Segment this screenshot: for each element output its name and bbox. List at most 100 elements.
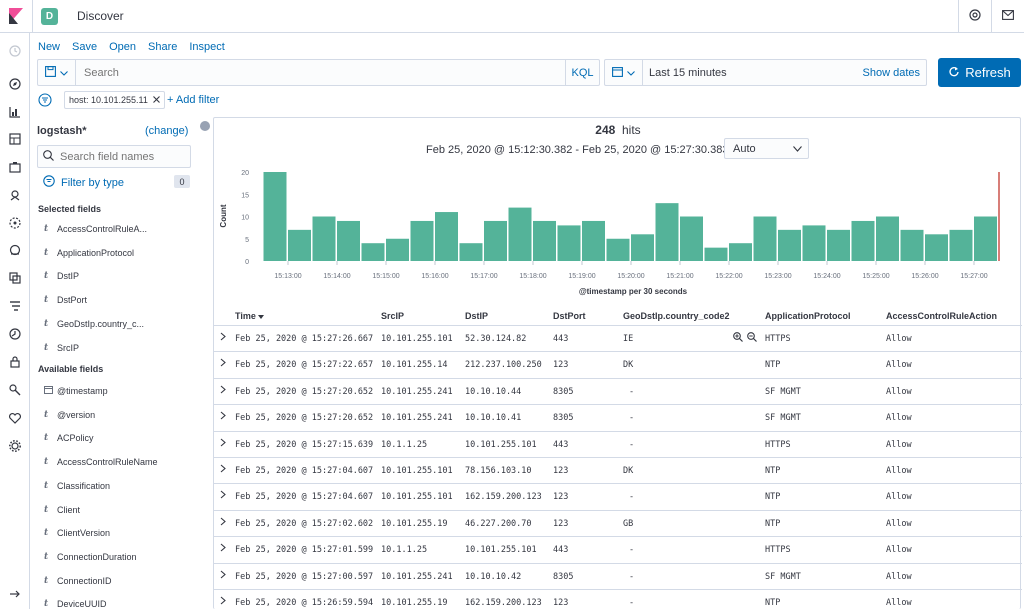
chevron-right-icon[interactable]	[220, 411, 230, 423]
histogram-bar[interactable]	[802, 225, 826, 261]
histogram-bar[interactable]	[827, 229, 850, 261]
save-button[interactable]: Save	[72, 41, 98, 53]
chevron-right-icon[interactable]	[220, 517, 230, 529]
field-search-input[interactable]	[60, 150, 180, 163]
uptime-icon[interactable]	[7, 326, 23, 342]
new-button[interactable]: New	[38, 41, 61, 53]
add-filter-button[interactable]: + Add filter	[167, 94, 220, 106]
logs-icon[interactable]	[7, 270, 23, 286]
field-item[interactable]: t ApplicationProtocol	[44, 246, 134, 260]
kibana-logo-icon[interactable]	[0, 0, 33, 33]
show-dates-link[interactable]: Show dates	[862, 66, 920, 79]
infrastructure-icon[interactable]	[7, 242, 23, 258]
histogram-bar[interactable]	[288, 229, 311, 261]
field-item[interactable]: t ACPolicy	[44, 431, 94, 445]
field-item[interactable]: t Classification	[44, 479, 110, 493]
chevron-right-icon[interactable]	[220, 464, 230, 476]
filter-out-value-icon[interactable]	[747, 332, 757, 345]
histogram-bar[interactable]	[459, 243, 483, 261]
dev-tools-icon[interactable]	[7, 382, 23, 398]
table-row[interactable]: Feb 25, 2020 @ 15:27:02.602 10.101.255.19…	[214, 509, 1022, 536]
histogram-bar[interactable]	[606, 238, 630, 261]
share-button[interactable]: Share	[148, 41, 178, 53]
chevron-right-icon[interactable]	[220, 570, 230, 582]
histogram-bar[interactable]	[312, 216, 336, 262]
field-item[interactable]: t Client	[44, 503, 80, 517]
visualize-icon[interactable]	[7, 104, 23, 120]
field-item[interactable]: t AccessControlRuleName	[44, 455, 158, 469]
histogram-bar[interactable]	[337, 220, 360, 261]
chevron-right-icon[interactable]	[220, 358, 230, 370]
table-row[interactable]: Feb 25, 2020 @ 15:27:01.599 10.1.1.25 10.1…	[214, 536, 1022, 562]
date-range-text[interactable]: Last 15 minutes	[649, 66, 727, 79]
histogram-bar[interactable]	[557, 225, 581, 261]
change-index-link[interactable]: (change)	[145, 125, 189, 137]
saved-query-button[interactable]	[38, 60, 76, 85]
field-item[interactable]: t GeoDstIp.country_c...	[44, 317, 144, 331]
canvas-icon[interactable]	[7, 159, 23, 175]
field-item[interactable]: t DeviceUUID	[44, 597, 107, 609]
table-row[interactable]: Feb 25, 2020 @ 15:27:15.639 10.1.1.25 10.1…	[214, 430, 1022, 457]
column-header[interactable]: ApplicationProtocol	[765, 311, 851, 321]
siem-icon[interactable]	[7, 354, 23, 370]
chevron-right-icon[interactable]	[220, 385, 230, 397]
table-row[interactable]: Feb 25, 2020 @ 15:26:59.594 10.101.255.19…	[214, 589, 1022, 609]
field-item[interactable]: t ConnectionID	[44, 574, 112, 588]
close-icon[interactable]	[153, 95, 160, 105]
apm-icon[interactable]	[7, 298, 23, 314]
field-item[interactable]: t ConnectionDuration	[44, 550, 137, 564]
histogram-bar[interactable]	[655, 203, 679, 261]
table-row[interactable]: Feb 25, 2020 @ 15:27:20.652 10.101.255.24…	[214, 404, 1022, 430]
table-row[interactable]: Feb 25, 2020 @ 15:27:04.607 10.101.255.10…	[214, 483, 1022, 509]
histogram-bar[interactable]	[631, 234, 654, 261]
histogram-bar[interactable]	[949, 229, 973, 261]
kql-toggle[interactable]: KQL	[565, 60, 599, 85]
filter-for-value-icon[interactable]	[733, 332, 743, 345]
histogram-bar[interactable]	[900, 229, 924, 261]
chevron-right-icon[interactable]	[220, 438, 230, 450]
table-row[interactable]: Feb 25, 2020 @ 15:27:26.667 10.101.255.10…	[214, 325, 1022, 351]
interval-select[interactable]: Auto	[724, 138, 809, 159]
histogram-bar[interactable]	[851, 220, 875, 261]
help-button[interactable]	[958, 0, 991, 33]
maps-icon[interactable]	[7, 187, 23, 203]
refresh-button[interactable]: Refresh	[938, 58, 1021, 87]
histogram-bar[interactable]	[729, 243, 752, 261]
table-row[interactable]: Feb 25, 2020 @ 15:27:22.657 10.101.255.14…	[214, 351, 1022, 377]
field-item[interactable]: t DstIP	[44, 269, 79, 283]
histogram-bar[interactable]	[876, 216, 899, 262]
histogram-bar[interactable]	[925, 234, 948, 261]
management-gear-icon[interactable]	[7, 438, 23, 454]
column-header[interactable]: GeoDstIp.country_code2	[623, 311, 730, 321]
field-item[interactable]: t DstPort	[44, 293, 87, 307]
histogram-bar[interactable]	[386, 238, 409, 261]
monitoring-icon[interactable]	[7, 410, 23, 426]
table-row[interactable]: Feb 25, 2020 @ 15:27:20.652 10.101.255.24…	[214, 377, 1022, 404]
table-row[interactable]: Feb 25, 2020 @ 15:27:04.607 10.101.255.10…	[214, 457, 1022, 483]
quick-select-button[interactable]	[605, 60, 643, 85]
ml-icon[interactable]	[7, 215, 23, 231]
column-header[interactable]: AccessControlRuleAction	[886, 311, 997, 321]
histogram-bar[interactable]	[410, 220, 434, 261]
collapse-sidebar-button[interactable]	[200, 121, 210, 131]
histogram-bar[interactable]	[582, 220, 605, 261]
chevron-right-icon[interactable]	[220, 543, 230, 555]
open-button[interactable]: Open	[109, 41, 137, 53]
histogram-bar[interactable]	[361, 243, 385, 261]
inspect-button[interactable]: Inspect	[189, 41, 225, 53]
search-input[interactable]	[76, 60, 565, 85]
column-header[interactable]: Time	[235, 311, 265, 321]
filter-options-button[interactable]	[38, 93, 52, 107]
column-header[interactable]: SrcIP	[381, 311, 404, 321]
field-item[interactable]: t @version	[44, 408, 95, 422]
field-item[interactable]: t SrcIP	[44, 341, 79, 355]
histogram-bar[interactable]	[435, 212, 458, 261]
field-item[interactable]: t AccessControlRuleA...	[44, 222, 147, 236]
histogram-bar[interactable]	[263, 172, 287, 261]
space-avatar[interactable]: D	[41, 7, 58, 25]
sort-descending-icon[interactable]	[256, 311, 265, 321]
table-row[interactable]: Feb 25, 2020 @ 15:27:00.597 10.101.255.24…	[214, 562, 1022, 589]
filter-pill[interactable]: host: 10.101.255.11	[64, 91, 165, 109]
histogram-bar[interactable]	[753, 216, 777, 262]
filter-by-type-button[interactable]: Filter by type	[43, 175, 124, 190]
